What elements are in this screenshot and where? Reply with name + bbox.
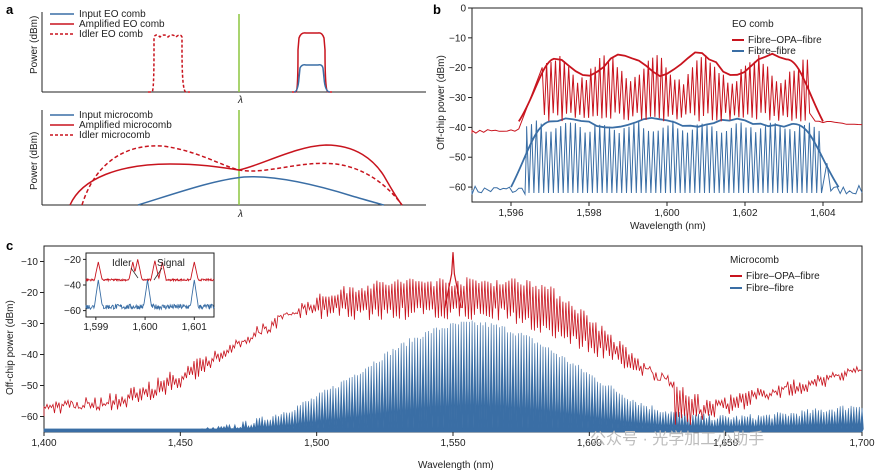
b-ytick-label: −40 [449,123,466,134]
c-xtick-label: 1,500 [304,438,329,449]
a2-ylabel: Power (dBm) [29,132,40,190]
a1-amplified-curve [292,32,332,93]
c-xtick-label: 1,700 [849,438,874,449]
b-ytick-label: −20 [449,63,466,74]
inset-signal-label: Signal [157,258,185,269]
a1-lambda: λ [237,95,243,106]
c-inset: 1,599 1,600 1,601 −20 −40 −60 Idler Signal [64,252,215,333]
b-ytick-label: −30 [449,93,466,104]
inset-xtick-label: 1,601 [182,322,207,333]
c-legend-blue: Fibre–fibre [746,283,794,294]
a2-legend-idler: Idler microcomb [79,130,151,141]
c-xtick-label: 1,600 [577,438,602,449]
b-legend-title: EO comb [732,19,774,30]
b-xtick-label: 1,604 [810,208,835,219]
a1-legend-idler: Idler EO comb [79,29,143,40]
panel-c: 1,400 1,450 1,500 1,550 1,600 1,650 1,700 −10 −2… [5,245,875,471]
c-ytick-label: −30 [21,319,38,330]
inset-ytick-label: −40 [64,281,81,292]
b-xtick-label: 1,596 [498,208,523,219]
panel-a-top: λ Power (dBm) Input EO comb Amplified EO… [29,9,426,106]
a1-ylabel: Power (dBm) [29,16,40,74]
c-series-fibre-fibre [43,320,864,433]
b-ylabel: Off-chip power (dBm) [436,55,447,150]
a2-lambda: λ [237,209,243,220]
inset-xtick-label: 1,600 [133,322,158,333]
c-xlabel: Wavelength (nm) [418,460,494,471]
panel-a-label: a [6,2,14,17]
b-ytick-label: −10 [449,33,466,44]
b-xtick-label: 1,600 [654,208,679,219]
c-xtick-label: 1,650 [713,438,738,449]
c-ylabel: Off-chip power (dBm) [5,300,16,395]
panel-c-label: c [6,238,13,253]
a2-legend-amp: Amplified microcomb [79,120,172,131]
a2-input-curve [137,176,385,206]
panel-b-label: b [433,2,441,17]
a2-legend-input: Input microcomb [79,110,153,121]
c-ytick-label: −20 [21,288,38,299]
c-xtick-label: 1,400 [31,438,56,449]
b-series-fibre-fibre-envelope [510,116,840,188]
c-ytick-label: −10 [21,257,38,268]
c-pump-peak [444,252,462,309]
a1-input-curve [293,64,331,93]
c-xtick-label: 1,550 [440,438,465,449]
b-xtick-label: 1,598 [576,208,601,219]
inset-ytick-label: −20 [64,255,81,266]
inset-series-red [85,259,215,283]
a1-legend-amp: Amplified EO comb [79,19,165,30]
b-legend-blue: Fibre–fibre [748,46,796,57]
b-series-fibre-fibre [471,120,863,196]
inset-ytick-label: −60 [64,306,81,317]
c-legend-red: Fibre–OPA–fibre [746,271,820,282]
c-series-fibre-opa-fibre [43,277,862,425]
c-legend-title: Microcomb [730,255,779,266]
b-series-fibre-opa-fibre [471,54,863,134]
b-legend-red: Fibre–OPA–fibre [748,35,822,46]
inset-idler-pointer [130,267,139,279]
c-ytick-label: −60 [21,412,38,423]
inset-xtick-label: 1,599 [83,322,108,333]
b-xtick-label: 1,602 [732,208,757,219]
inset-idler-label: Idler [112,258,132,269]
c-ytick-label: −40 [21,350,38,361]
watermark: 公众号 · 光学加工小助手 [590,430,764,448]
a1-legend-input: Input EO comb [79,9,146,20]
inset-signal-pointer [153,267,163,281]
b-ytick-label: −60 [449,183,466,194]
a1-idler-curve [148,34,190,93]
b-ytick-label: −50 [449,153,466,164]
panel-b: 1,596 1,598 1,600 1,602 1,604 0 −10 −20 −30 −40 −5… [436,4,863,232]
b-ytick-label: 0 [460,4,466,15]
c-xtick-label: 1,450 [168,438,193,449]
b-xlabel: Wavelength (nm) [630,221,706,232]
panel-a-bottom: λ Power (dBm) Input microcomb Amplified … [29,110,426,220]
a2-amplified-curve [69,144,403,206]
b-series-fibre-opa-fibre-envelope [518,51,824,122]
inset-series-blue [85,279,215,311]
c-ytick-label: −50 [21,381,38,392]
